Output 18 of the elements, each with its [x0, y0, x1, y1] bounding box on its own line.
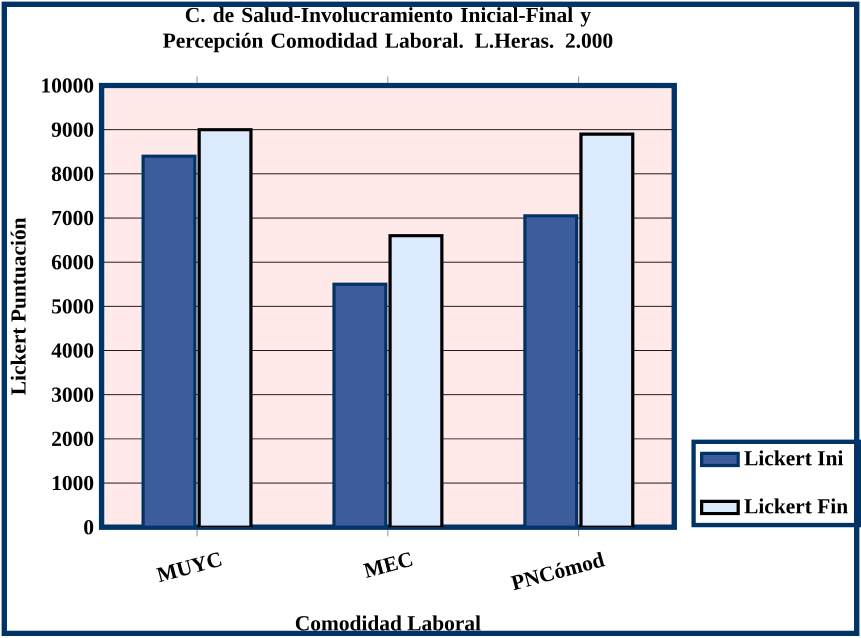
y-axis-title: Lickert Puntuación: [10, 218, 26, 396]
legend-label: Lickert Fin: [744, 498, 848, 514]
x-tick-label: MEC: [362, 552, 413, 578]
y-tick-label: 3000: [52, 388, 94, 402]
y-tick-label: 1000: [52, 476, 94, 490]
y-tick-label: 5000: [52, 299, 94, 314]
y-tick-label: 9000: [52, 122, 94, 138]
y-tick-label: 2000: [52, 432, 94, 446]
legend-label: Lickert Ini: [744, 450, 844, 466]
y-tick-label: 7000: [52, 210, 94, 226]
x-tick-label: MUYC: [156, 552, 222, 582]
y-tick-label: 10000: [42, 78, 94, 93]
y-tick-label: 6000: [52, 255, 94, 270]
chart-title: C. de Salud-Involucramiento Inicial-Final y Percepción Comodidad Laboral. L.Heras. 2.000: [163, 7, 612, 52]
y-tick-label: 8000: [52, 166, 94, 182]
y-tick-label: 4000: [51, 343, 94, 358]
y-tick-label: 0: [84, 520, 94, 535]
x-axis-title: Comodidad Laboral: [296, 616, 481, 631]
